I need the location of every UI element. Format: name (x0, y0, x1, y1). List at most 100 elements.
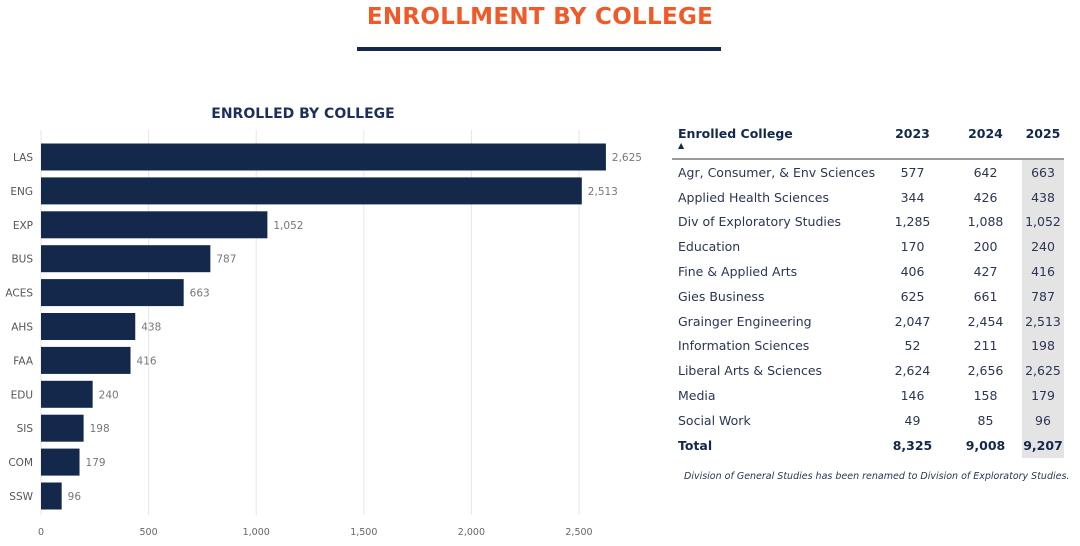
value-2024: 9,008 (965, 437, 1006, 453)
x-tick-label: 0 (38, 527, 44, 538)
bar-ahs[interactable] (41, 313, 136, 340)
header-2023[interactable]: 2023 (895, 126, 930, 141)
value-2024: 426 (973, 189, 998, 205)
value-2025: 9,207 (1022, 432, 1064, 458)
header-2024[interactable]: 2024 (968, 126, 1003, 141)
bar-value-label: 2,513 (588, 186, 618, 198)
college-name: Applied Health Sciences (678, 189, 829, 205)
value-2025: 1,052 (1022, 209, 1064, 235)
y-category-label: SIS (17, 423, 34, 435)
table-row: Social Work 49 85 96 (672, 407, 1064, 433)
y-category-label: SSW (9, 491, 33, 503)
x-tick-label: 2,500 (565, 527, 592, 538)
bar-com[interactable] (41, 448, 80, 476)
title-underline (357, 47, 721, 51)
y-category-label: FAA (13, 355, 34, 367)
table-row: Div of Exploratory Studies 1,285 1,088 1,05… (672, 209, 1064, 235)
y-category-label: EXP (13, 220, 33, 232)
college-name: Total (678, 437, 713, 453)
table-header-row: Enrolled College ▲ 2023 2024 2025 (672, 122, 1064, 159)
value-2024: 2,454 (967, 313, 1004, 329)
value-2024: 200 (973, 239, 998, 255)
college-name: Agr, Consumer, & Env Sciences (678, 164, 876, 180)
value-2023: 344 (900, 189, 925, 205)
value-2024: 211 (973, 338, 998, 354)
y-category-label: LAS (13, 152, 33, 164)
value-2024: 661 (973, 288, 998, 304)
value-2023: 577 (900, 164, 925, 180)
y-category-label: EDU (11, 389, 33, 401)
x-tick-label: 1,500 (350, 527, 377, 538)
value-2025: 198 (1022, 333, 1064, 359)
bar-value-label: 179 (86, 457, 106, 469)
bar-eng[interactable] (41, 177, 582, 205)
value-2023: 8,325 (892, 437, 933, 453)
bar-value-label: 438 (141, 322, 161, 334)
header-label: Enrolled College (678, 126, 793, 141)
table-row: Applied Health Sciences 344 426 438 (672, 184, 1064, 210)
bar-aces[interactable] (41, 279, 184, 307)
college-name: Media (678, 388, 716, 404)
x-tick-label: 1,000 (243, 527, 270, 538)
value-2023: 49 (904, 412, 921, 428)
value-2024: 158 (973, 388, 998, 404)
y-category-label: ACES (5, 288, 33, 300)
bar-las[interactable] (41, 143, 606, 171)
bar-sis[interactable] (41, 414, 84, 442)
value-2023: 52 (904, 338, 921, 354)
value-2023: 2,624 (894, 363, 931, 379)
bar-value-label: 416 (137, 355, 157, 367)
college-name: Fine & Applied Arts (678, 264, 798, 280)
college-name: Social Work (678, 412, 751, 428)
value-2023: 406 (900, 264, 925, 280)
x-tick-label: 2,000 (458, 527, 485, 538)
y-category-label: AHS (11, 322, 33, 334)
value-2025: 787 (1022, 283, 1064, 309)
sort-ascending-icon[interactable]: ▲ (678, 141, 685, 150)
enrollment-table: Enrolled College ▲ 2023 2024 2025 Agr, Co… (672, 122, 1064, 458)
value-2024: 2,656 (967, 363, 1004, 379)
table-row: Grainger Engineering 2,047 2,454 2,513 (672, 308, 1064, 334)
value-2025: 96 (1022, 407, 1064, 433)
table-row: Media 146 158 179 (672, 383, 1064, 408)
bar-value-label: 2,625 (612, 152, 642, 164)
college-name: Gies Business (678, 288, 765, 304)
college-name: Information Sciences (678, 338, 810, 354)
table-row: Fine & Applied Arts 406 427 416 (672, 259, 1064, 284)
bar-bus[interactable] (41, 245, 211, 273)
bar-value-label: 1,052 (273, 220, 303, 232)
header-2025[interactable]: 2025 (1025, 126, 1061, 141)
header-college[interactable]: Enrolled College ▲ (672, 122, 876, 159)
bar-value-label: 787 (216, 254, 236, 266)
value-2025: 2,625 (1022, 358, 1064, 384)
value-2025: 240 (1022, 234, 1064, 260)
bar-value-label: 240 (99, 389, 119, 401)
bar-value-label: 198 (90, 423, 110, 435)
page-title: ENROLLMENT BY COLLEGE (366, 4, 714, 30)
bar-edu[interactable] (41, 380, 93, 408)
value-2023: 625 (900, 288, 925, 304)
table-row: Liberal Arts & Sciences 2,624 2,656 2,625 (672, 358, 1064, 384)
bar-exp[interactable] (41, 211, 268, 239)
college-name: Grainger Engineering (678, 313, 812, 329)
value-2025: 2,513 (1022, 308, 1064, 334)
value-2023: 146 (900, 388, 925, 404)
table-total-row: Total 8,325 9,008 9,207 (672, 432, 1064, 458)
value-2023: 1,285 (894, 214, 931, 230)
table-row: Education 170 200 240 (672, 234, 1064, 260)
value-2025: 663 (1022, 159, 1064, 185)
chart-title: ENROLLED BY COLLEGE (211, 106, 395, 122)
value-2023: 170 (900, 239, 925, 255)
bar-faa[interactable] (41, 346, 131, 374)
value-2024: 642 (973, 164, 998, 180)
value-2025: 438 (1022, 184, 1064, 210)
table-row: Agr, Consumer, & Env Sciences 577 642 663 (672, 159, 1064, 185)
table-row: Gies Business 625 661 787 (672, 283, 1064, 309)
x-tick-label: 500 (140, 527, 158, 538)
y-category-label: COM (8, 457, 33, 469)
college-name: Education (678, 239, 741, 255)
value-2023: 2,047 (894, 313, 931, 329)
bar-value-label: 663 (190, 288, 210, 300)
bar-ssw[interactable] (41, 482, 62, 510)
value-2025: 179 (1022, 383, 1064, 408)
